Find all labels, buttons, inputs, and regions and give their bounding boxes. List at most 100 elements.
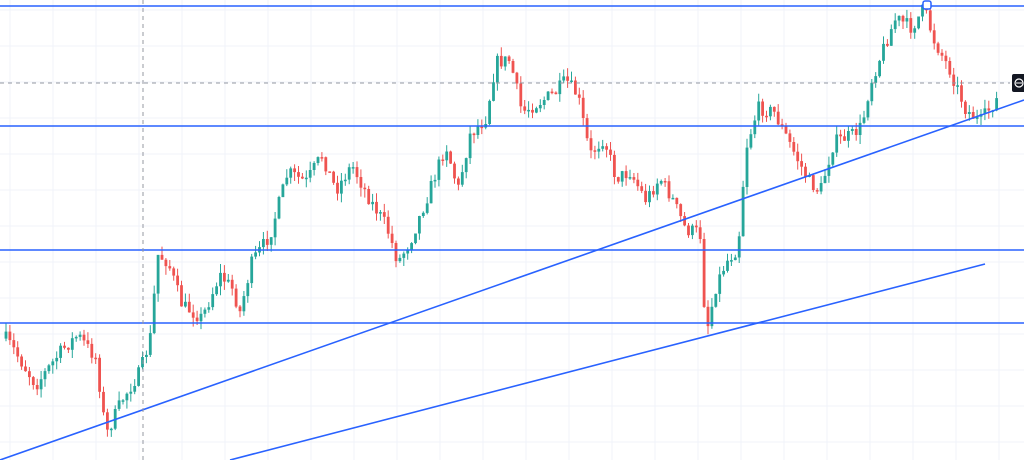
candle-body [858,122,862,135]
candle-body [269,237,273,245]
candle-body [839,134,842,137]
candle-body [531,109,534,113]
candle-body [687,225,690,236]
candle-body [827,164,831,176]
candle-body [706,306,710,327]
candle-body [940,52,944,56]
candle-body [184,301,187,307]
candle-body [16,347,20,357]
candle-body [757,101,761,121]
candle-body [636,179,640,187]
candle-body [585,118,589,139]
candle-body [453,163,456,179]
candle-body [94,357,98,360]
candle-body [316,157,320,163]
candle-body [893,20,897,30]
candle-body [811,175,815,190]
candle-body [956,85,959,87]
candle-body [180,285,183,307]
candle-body [815,190,819,192]
candle-body [597,148,601,152]
candle-body [35,385,39,390]
candle-body [776,111,780,125]
candle-body [386,216,390,234]
candle-body [835,134,839,153]
candle-body [472,133,476,136]
candle-body [652,191,655,195]
candle-body [168,266,172,269]
candle-body [418,216,421,234]
candle-body [995,98,998,111]
candle-body [733,257,737,261]
candle-body [402,253,406,258]
trend-line[interactable] [0,99,1024,460]
candle-body [632,177,636,180]
candle-body [457,178,460,185]
candle-body [367,189,371,205]
candle-body [437,159,441,180]
candle-body [609,149,612,155]
candle-body [866,101,870,118]
candle-body [90,343,94,358]
candle-body [51,361,55,366]
candle-body [433,179,437,182]
candle-body [328,171,332,173]
candle-body [304,177,308,180]
candle-body [445,151,449,161]
candle-body [301,176,304,179]
candle-body [663,181,667,183]
candle-body [616,177,620,182]
candle-body [718,274,722,294]
candle-body [308,170,312,178]
candle-body [47,365,51,372]
candle-body [102,391,105,413]
drawings[interactable] [0,5,1024,460]
candle-body [476,126,480,135]
candle-body [464,158,468,173]
line-endpoint-handle[interactable] [922,0,932,10]
candle-body [878,60,881,77]
candle-body [546,91,550,100]
candle-body [601,146,605,149]
trend-line[interactable] [229,263,986,460]
candle-body [667,181,671,199]
candle-body [909,18,913,33]
candle-body [24,366,27,372]
candle-body [983,108,987,115]
candle-body [772,106,776,112]
candle-body [932,30,936,44]
candle-body [698,227,702,239]
candle-body [125,393,129,401]
candle-body [55,357,59,362]
candle-body [511,61,515,73]
candle-body [394,243,398,262]
candle-body [589,138,593,151]
candle-body [219,272,222,287]
candle-body [538,105,542,109]
candle-body [710,306,714,327]
candle-body [390,233,394,243]
candle-body [714,293,718,307]
candle-body [854,129,858,135]
candle-body [164,259,168,267]
candle-body [492,82,495,101]
candle-body [250,256,254,284]
candle-body [382,212,386,217]
candle-body [195,317,199,322]
candle-body [343,179,347,182]
candle-body [655,183,659,195]
candle-body [121,400,125,402]
candle-body [117,400,121,409]
crosshair-icon[interactable] [1012,74,1024,92]
candle-body [4,331,8,339]
candle-body [952,74,956,86]
candle-body [293,168,296,173]
candle-body [570,80,573,82]
candle-body [745,147,749,187]
candle-body [593,150,597,152]
candle-body [936,43,940,53]
candle-body [897,15,901,21]
